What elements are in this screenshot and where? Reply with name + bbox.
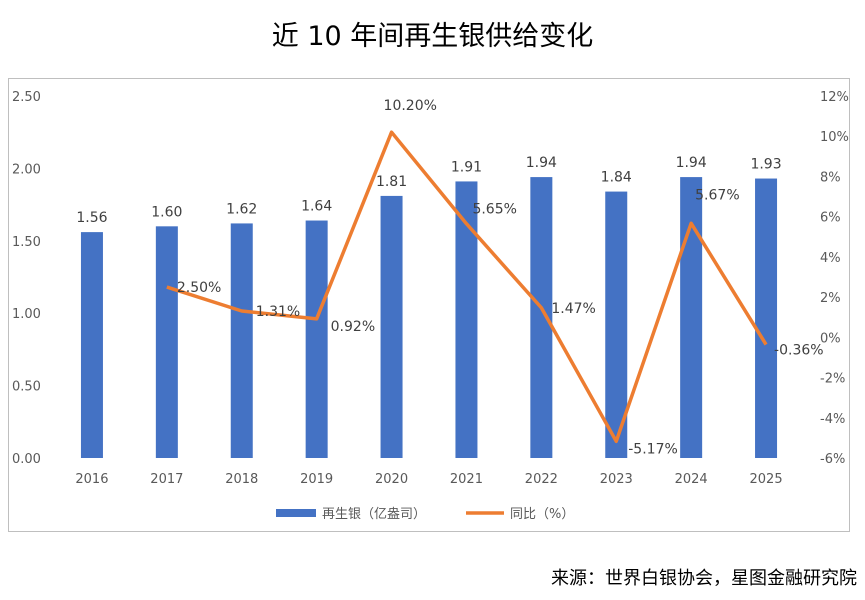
left-axis-tick: 1.50 [12,235,41,250]
line-label: -0.36% [774,343,824,359]
x-axis-tick: 2024 [675,472,708,487]
right-axis-tick: -4% [820,412,845,427]
right-axis-tick: 0% [820,331,841,346]
right-axis-tick: -6% [820,452,845,467]
bar-label: 1.56 [76,210,107,226]
x-axis-tick: 2025 [750,472,783,487]
x-axis-tick: 2016 [75,472,108,487]
bar [680,177,703,458]
x-axis-tick: 2019 [300,472,333,487]
line-label: 2.50% [177,280,221,296]
bar [755,178,778,458]
line-label: 5.67% [695,187,739,203]
bar [80,232,103,458]
bar-label: 1.94 [676,155,707,171]
x-axis-tick: 2023 [600,472,633,487]
source-note: 来源：世界白银协会，星图金融研究院 [551,568,857,589]
x-axis-tick: 2022 [525,472,558,487]
legend-bar-swatch [276,509,316,517]
bar-label: 1.84 [601,170,632,186]
x-axis-tick: 2018 [225,472,258,487]
legend-bar-label: 再生银（亿盎司） [322,507,426,522]
bar-label: 1.91 [451,159,482,175]
line-label: 1.31% [256,304,300,320]
right-axis-tick: 12% [820,90,849,105]
bar [455,181,478,458]
right-axis-tick: 6% [820,211,841,226]
right-axis-tick: 2% [820,291,841,306]
bar [305,220,328,458]
bar [230,223,253,458]
line-label: 0.92% [331,319,375,335]
x-axis-tick: 2017 [150,472,183,487]
line-label: 1.47% [551,301,595,317]
bar-label: 1.64 [301,199,332,215]
chart-title: 近 10 年间再生银供给变化 [271,21,594,52]
right-axis-tick: 8% [820,170,841,185]
left-axis-tick: 2.50 [12,90,41,105]
line-label: -5.17% [628,441,678,457]
bar [605,191,628,458]
bar-label: 1.62 [226,201,257,217]
bar-label: 1.94 [526,155,557,171]
left-axis-tick: 0.00 [12,452,41,467]
left-axis-tick: 2.00 [12,162,41,177]
bar-label: 1.81 [376,174,407,190]
right-axis-tick: 10% [820,130,849,145]
left-axis-tick: 1.00 [12,307,41,322]
bar-label: 1.93 [750,157,781,173]
x-axis-tick: 2021 [450,472,483,487]
bar [530,177,553,458]
right-axis-tick: 4% [820,251,841,266]
bar [155,226,178,458]
bar-label: 1.60 [151,204,182,220]
bar [380,195,403,459]
left-axis-tick: 0.50 [12,380,41,395]
legend-line-label: 同比（%） [510,507,574,522]
right-axis-tick: -2% [820,372,845,387]
chart-frame [8,78,850,532]
line-label: 5.65% [472,202,516,218]
line-label: 10.20% [384,98,437,114]
x-axis-tick: 2020 [375,472,408,487]
